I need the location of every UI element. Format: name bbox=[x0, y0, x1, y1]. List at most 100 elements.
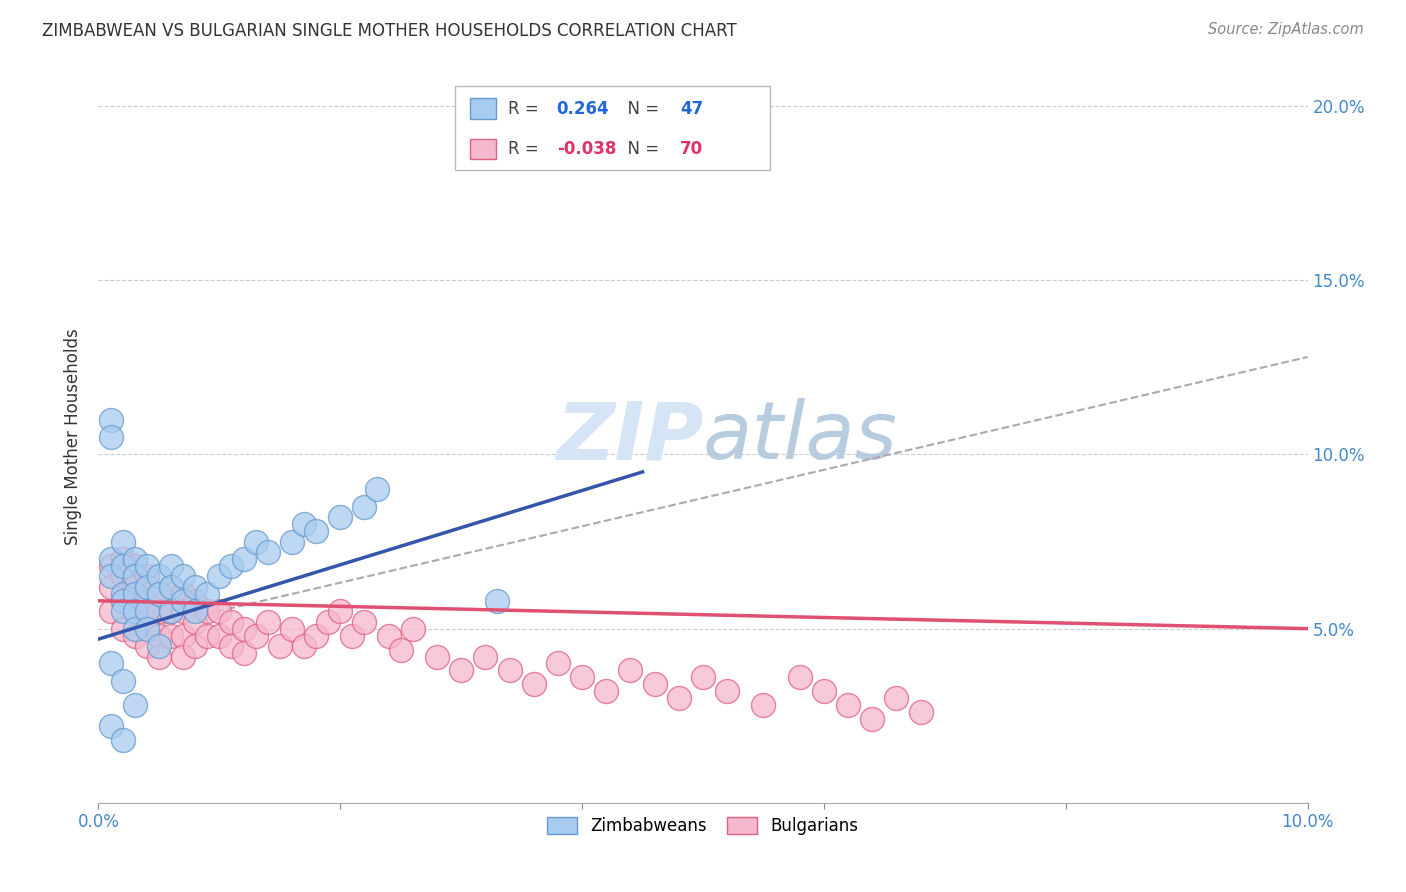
Point bbox=[111, 534, 134, 549]
Point bbox=[329, 604, 352, 618]
Point bbox=[160, 580, 183, 594]
Point bbox=[523, 677, 546, 691]
Point bbox=[100, 412, 122, 426]
Point bbox=[135, 604, 157, 618]
Point bbox=[100, 552, 122, 566]
Text: atlas: atlas bbox=[703, 398, 898, 476]
Point bbox=[160, 604, 183, 618]
Point bbox=[644, 677, 666, 691]
Point bbox=[100, 569, 122, 583]
Text: -0.038: -0.038 bbox=[557, 140, 616, 158]
Point bbox=[184, 615, 207, 629]
Point bbox=[135, 558, 157, 573]
Point bbox=[135, 639, 157, 653]
Point bbox=[100, 580, 122, 594]
Point bbox=[160, 629, 183, 643]
Text: 47: 47 bbox=[681, 100, 703, 118]
Point bbox=[160, 580, 183, 594]
Y-axis label: Single Mother Households: Single Mother Households bbox=[65, 329, 83, 545]
Point bbox=[402, 622, 425, 636]
Point bbox=[245, 629, 267, 643]
Point bbox=[292, 639, 315, 653]
Point bbox=[377, 629, 399, 643]
Point bbox=[124, 604, 146, 618]
FancyBboxPatch shape bbox=[470, 138, 496, 159]
Point bbox=[111, 673, 134, 688]
Point bbox=[100, 430, 122, 444]
Point bbox=[316, 615, 339, 629]
Point bbox=[450, 664, 472, 678]
Point bbox=[172, 629, 194, 643]
Point bbox=[124, 622, 146, 636]
Point bbox=[148, 587, 170, 601]
Point bbox=[172, 594, 194, 608]
Point bbox=[100, 657, 122, 671]
Point bbox=[111, 558, 134, 573]
Point bbox=[195, 604, 218, 618]
Point bbox=[245, 534, 267, 549]
Point bbox=[160, 604, 183, 618]
Point bbox=[571, 670, 593, 684]
Point bbox=[208, 604, 231, 618]
Point bbox=[269, 639, 291, 653]
Point bbox=[232, 552, 254, 566]
Point bbox=[860, 712, 883, 726]
Point bbox=[886, 691, 908, 706]
Point bbox=[124, 629, 146, 643]
Point bbox=[148, 569, 170, 583]
Point bbox=[160, 558, 183, 573]
FancyBboxPatch shape bbox=[456, 86, 769, 170]
Point bbox=[221, 639, 243, 653]
Point bbox=[232, 646, 254, 660]
Point bbox=[281, 622, 304, 636]
Point bbox=[135, 594, 157, 608]
Point bbox=[692, 670, 714, 684]
Point bbox=[813, 684, 835, 698]
Point bbox=[329, 510, 352, 524]
Point bbox=[305, 629, 328, 643]
Point bbox=[716, 684, 738, 698]
Point bbox=[124, 558, 146, 573]
Point bbox=[124, 569, 146, 583]
Point bbox=[195, 587, 218, 601]
Text: 70: 70 bbox=[681, 140, 703, 158]
Point bbox=[172, 587, 194, 601]
Point bbox=[195, 629, 218, 643]
Point bbox=[100, 604, 122, 618]
Point bbox=[342, 629, 364, 643]
Point bbox=[148, 604, 170, 618]
Text: 0.264: 0.264 bbox=[557, 100, 609, 118]
Point bbox=[111, 594, 134, 608]
Point bbox=[172, 649, 194, 664]
Point bbox=[486, 127, 509, 141]
Point bbox=[668, 691, 690, 706]
Point bbox=[789, 670, 811, 684]
Point bbox=[135, 580, 157, 594]
Point bbox=[135, 622, 157, 636]
Point bbox=[256, 545, 278, 559]
Point bbox=[148, 587, 170, 601]
Point bbox=[124, 580, 146, 594]
Point bbox=[148, 639, 170, 653]
Point bbox=[208, 569, 231, 583]
Point bbox=[353, 615, 375, 629]
Point bbox=[595, 684, 617, 698]
Point bbox=[100, 558, 122, 573]
Point bbox=[184, 604, 207, 618]
Point bbox=[124, 604, 146, 618]
Point bbox=[124, 552, 146, 566]
Point bbox=[366, 483, 388, 497]
Point bbox=[486, 594, 509, 608]
Point bbox=[426, 649, 449, 664]
Point bbox=[111, 622, 134, 636]
Point bbox=[124, 587, 146, 601]
Point bbox=[111, 594, 134, 608]
Point bbox=[389, 642, 412, 657]
Point bbox=[111, 604, 134, 618]
Point bbox=[221, 615, 243, 629]
Text: N =: N = bbox=[617, 100, 665, 118]
Point bbox=[232, 622, 254, 636]
Point bbox=[111, 552, 134, 566]
Point bbox=[111, 569, 134, 583]
Point bbox=[547, 657, 569, 671]
